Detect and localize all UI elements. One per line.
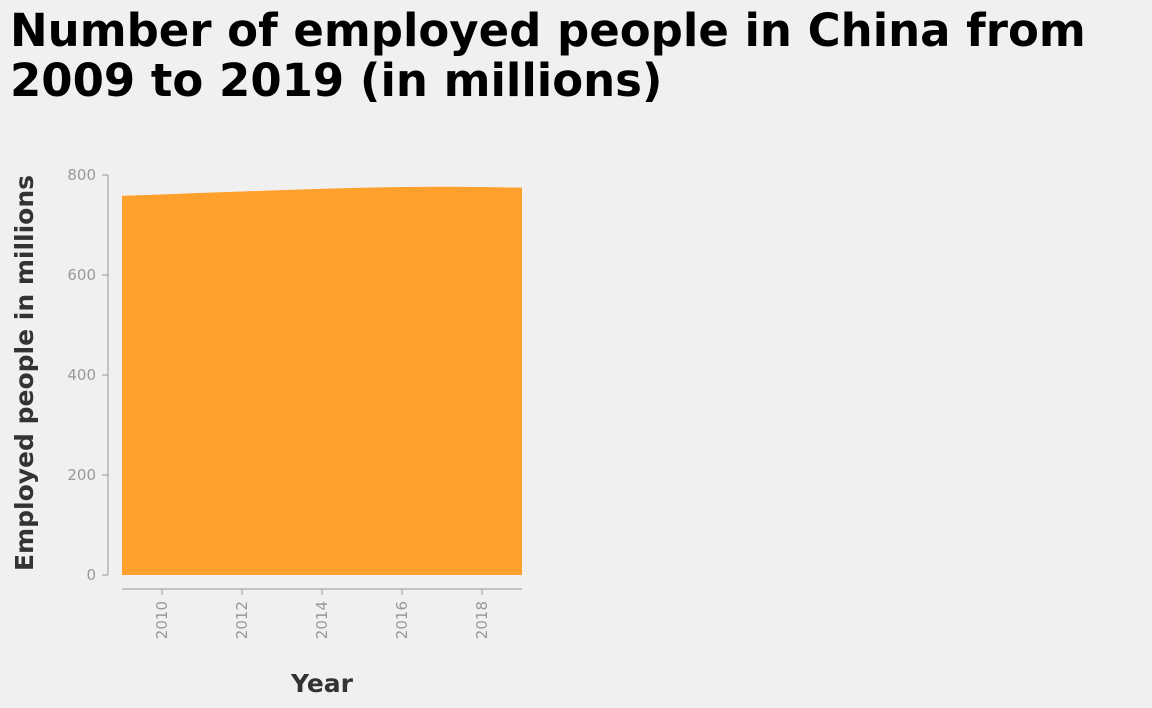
y-axis: 0 200 400 600 800 xyxy=(67,166,109,584)
y-tick-label: 200 xyxy=(67,466,96,484)
x-tick-label: 2016 xyxy=(393,601,411,639)
y-tick-label: 800 xyxy=(67,166,96,184)
y-tick-label: 400 xyxy=(67,366,96,384)
x-axis-title: Year xyxy=(290,669,354,698)
y-axis-title: Employed people in millions xyxy=(10,175,39,571)
plot-area xyxy=(122,186,522,576)
chart-title: Number of employed people in China from … xyxy=(10,4,1086,107)
y-tick-label: 0 xyxy=(86,566,96,584)
x-tick-label: 2010 xyxy=(153,601,171,639)
area-series xyxy=(122,186,522,576)
x-tick-label: 2018 xyxy=(473,601,491,639)
x-tick-label: 2014 xyxy=(313,601,331,639)
x-axis: 2010 2012 2014 2016 2018 xyxy=(122,588,522,639)
x-tick-label: 2012 xyxy=(233,601,251,639)
y-tick-label: 600 xyxy=(67,266,96,284)
